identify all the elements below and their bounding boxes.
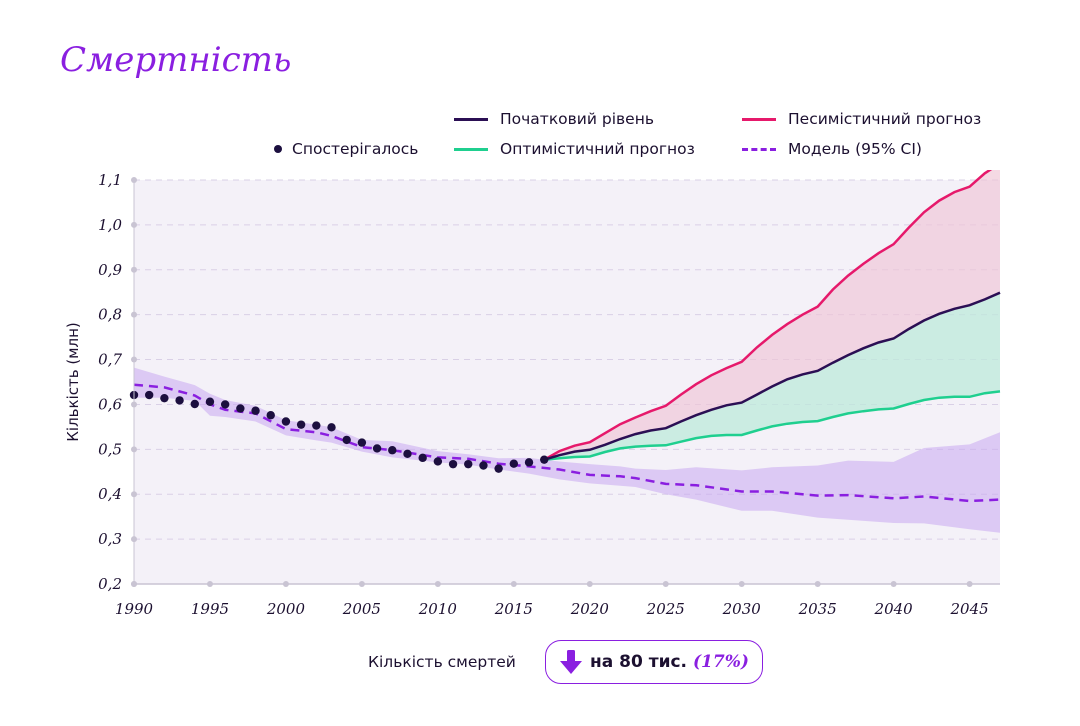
legend-pessimistic: Песимістичний прогноз bbox=[742, 110, 981, 128]
deaths-label: Кількість смертей bbox=[368, 653, 516, 671]
y-tick-label: 0,8 bbox=[98, 306, 122, 324]
x-tick-label: 2040 bbox=[874, 600, 914, 618]
observed-point bbox=[190, 399, 199, 409]
y-tick-label: 0,4 bbox=[98, 485, 122, 503]
observed-point bbox=[220, 400, 230, 409]
observed-point bbox=[251, 406, 260, 415]
observed-points bbox=[129, 390, 549, 473]
x-tick-mark bbox=[662, 581, 669, 587]
y-tick-label: 0,7 bbox=[98, 351, 122, 369]
x-tick-mark bbox=[586, 581, 593, 587]
x-tick-label: 2000 bbox=[266, 600, 306, 618]
y-axis-label: Кількість (млн) bbox=[64, 322, 82, 441]
legend-model-label: Модель (95% CI) bbox=[788, 140, 922, 158]
y-tick-label: 1,0 bbox=[98, 216, 122, 234]
x-tick-mark bbox=[738, 581, 745, 587]
y-tick-label: 1,1 bbox=[98, 171, 122, 189]
observed-point bbox=[205, 397, 215, 406]
observed-point bbox=[357, 438, 367, 447]
deaths-change-badge: на 80 тис. (17%) bbox=[545, 640, 763, 684]
observed-point bbox=[175, 396, 184, 405]
legend-baseline: Початковий рівень bbox=[454, 110, 654, 128]
x-tick-label: 1990 bbox=[115, 600, 154, 618]
x-tick-mark bbox=[814, 581, 821, 587]
legend-pessimistic-label: Песимістичний прогноз bbox=[788, 110, 982, 128]
observed-point bbox=[494, 464, 503, 473]
observed-point bbox=[312, 421, 321, 430]
x-tick-label: 1995 bbox=[191, 600, 229, 618]
x-tick-mark bbox=[510, 581, 517, 587]
observed-point bbox=[281, 417, 291, 426]
x-tick-label: 2005 bbox=[342, 600, 381, 618]
x-tick-mark bbox=[131, 581, 137, 587]
x-tick-label: 2045 bbox=[950, 600, 989, 618]
observed-point bbox=[327, 423, 336, 432]
observed-point bbox=[144, 390, 154, 400]
x-tick-label: 2030 bbox=[722, 600, 762, 618]
y-tick-label: 0,5 bbox=[98, 440, 122, 458]
observed-point bbox=[418, 453, 427, 463]
legend-optimistic: Оптимістичний прогноз bbox=[454, 140, 695, 158]
observed-point bbox=[540, 455, 549, 464]
grid bbox=[134, 179, 1000, 540]
observed-point bbox=[236, 404, 245, 413]
observed-point bbox=[509, 459, 519, 468]
observed-point bbox=[433, 457, 443, 466]
observed-point bbox=[403, 449, 412, 459]
observed-swatch bbox=[274, 145, 282, 153]
observed-point bbox=[448, 459, 458, 469]
observed-point bbox=[266, 411, 275, 420]
observed-point bbox=[296, 420, 306, 429]
legend-baseline-label: Початковий рівень bbox=[500, 110, 654, 128]
optimistic-line bbox=[544, 390, 1001, 461]
observed-point bbox=[464, 459, 473, 469]
x-tick-mark bbox=[206, 581, 213, 587]
x-tick-mark bbox=[358, 581, 365, 587]
baseline-line bbox=[543, 291, 1001, 461]
x-tick-mark bbox=[890, 581, 897, 587]
legend-observed: Спостерігалось bbox=[270, 140, 418, 158]
x-tick-mark bbox=[282, 581, 289, 587]
observed-point bbox=[524, 458, 534, 467]
y-tick-label: 0,2 bbox=[98, 575, 122, 593]
page-title: Смертність bbox=[60, 40, 292, 80]
x-tick-label: 2020 bbox=[570, 600, 610, 618]
baseline-swatch bbox=[454, 117, 488, 121]
x-tick-label: 2015 bbox=[494, 600, 533, 618]
y-tick-label: 0,3 bbox=[98, 530, 122, 548]
observed-point bbox=[342, 435, 351, 445]
optimistic-swatch bbox=[454, 147, 488, 151]
y-tick-label: 0,6 bbox=[98, 395, 122, 413]
y-tick-label: 0,9 bbox=[98, 261, 122, 279]
deaths-change-percent: (17%) bbox=[693, 652, 749, 672]
deaths-change-value: на 80 тис. bbox=[590, 652, 688, 672]
x-tick-mark bbox=[434, 581, 441, 587]
x-tick-label: 2035 bbox=[798, 600, 837, 618]
x-tick-mark bbox=[966, 581, 973, 587]
axes: 0,2 0,3 0,4 0,5 0,6 0,7 0,8 0,9 1,0 1,1 1990 1995 20… bbox=[98, 171, 1000, 618]
arrow-down-icon bbox=[560, 650, 582, 674]
legend-model: Модель (95% CI) bbox=[742, 140, 922, 158]
model-swatch bbox=[742, 147, 776, 151]
pessimistic-line bbox=[543, 170, 993, 461]
observed-point bbox=[372, 444, 382, 453]
pessimistic-swatch bbox=[742, 117, 776, 121]
observed-point bbox=[479, 461, 488, 470]
x-tick-label: 2010 bbox=[418, 600, 458, 618]
legend-observed-label: Спостерігалось bbox=[292, 140, 419, 158]
x-tick-label: 2025 bbox=[646, 600, 685, 618]
observed-point bbox=[388, 446, 397, 455]
pessimistic-band bbox=[544, 170, 1000, 460]
observed-point bbox=[160, 393, 169, 403]
legend-optimistic-label: Оптимістичний прогноз bbox=[500, 140, 695, 158]
